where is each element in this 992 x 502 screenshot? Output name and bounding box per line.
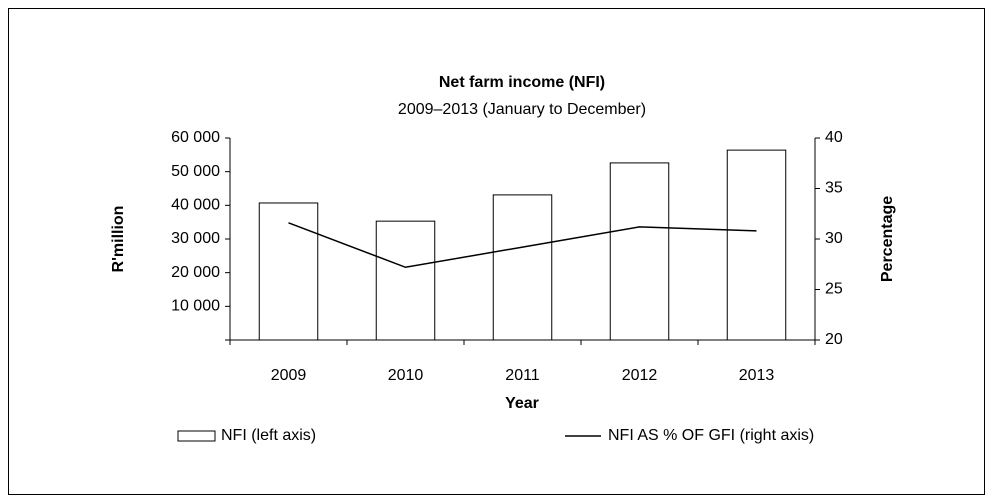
bar xyxy=(375,220,436,341)
legend-swatch xyxy=(177,430,216,442)
chart-subtitle: 2009–2013 (January to December) xyxy=(398,101,646,118)
y-tick-label: 40 000 xyxy=(171,197,220,214)
bar xyxy=(609,162,670,341)
x-tick-label: 2013 xyxy=(739,367,775,384)
bar xyxy=(258,202,319,341)
y-tick-label: 10 000 xyxy=(171,298,220,315)
y-tick-label: 50 000 xyxy=(171,163,220,180)
legend-label: NFI (left axis) xyxy=(221,427,316,444)
x-tick-label: 2012 xyxy=(622,367,658,384)
y2-tick-label: 20 xyxy=(825,331,843,348)
y2-tick-label: 35 xyxy=(825,180,843,197)
y-tick-label: 60 000 xyxy=(171,129,220,146)
bar xyxy=(726,149,787,341)
x-tick-label: 2011 xyxy=(505,367,540,384)
x-tick-label: 2009 xyxy=(271,367,307,384)
y2-tick-label: 25 xyxy=(825,281,843,298)
bar xyxy=(492,194,553,341)
legend-label: NFI AS % OF GFI (right axis) xyxy=(608,427,814,444)
line xyxy=(288,222,757,269)
y-axis-label: R'million xyxy=(110,206,127,273)
y2-tick-label: 40 xyxy=(825,129,843,146)
y-tick-label: 30 000 xyxy=(171,230,220,247)
chart-title: Net farm income (NFI) xyxy=(439,74,605,91)
y2-axis-label: Percentage xyxy=(879,196,896,282)
x-axis-label: Year xyxy=(505,395,539,412)
y-tick-label: 20 000 xyxy=(171,264,220,281)
x-tick-label: 2010 xyxy=(388,367,424,384)
y2-tick-label: 30 xyxy=(825,230,843,247)
